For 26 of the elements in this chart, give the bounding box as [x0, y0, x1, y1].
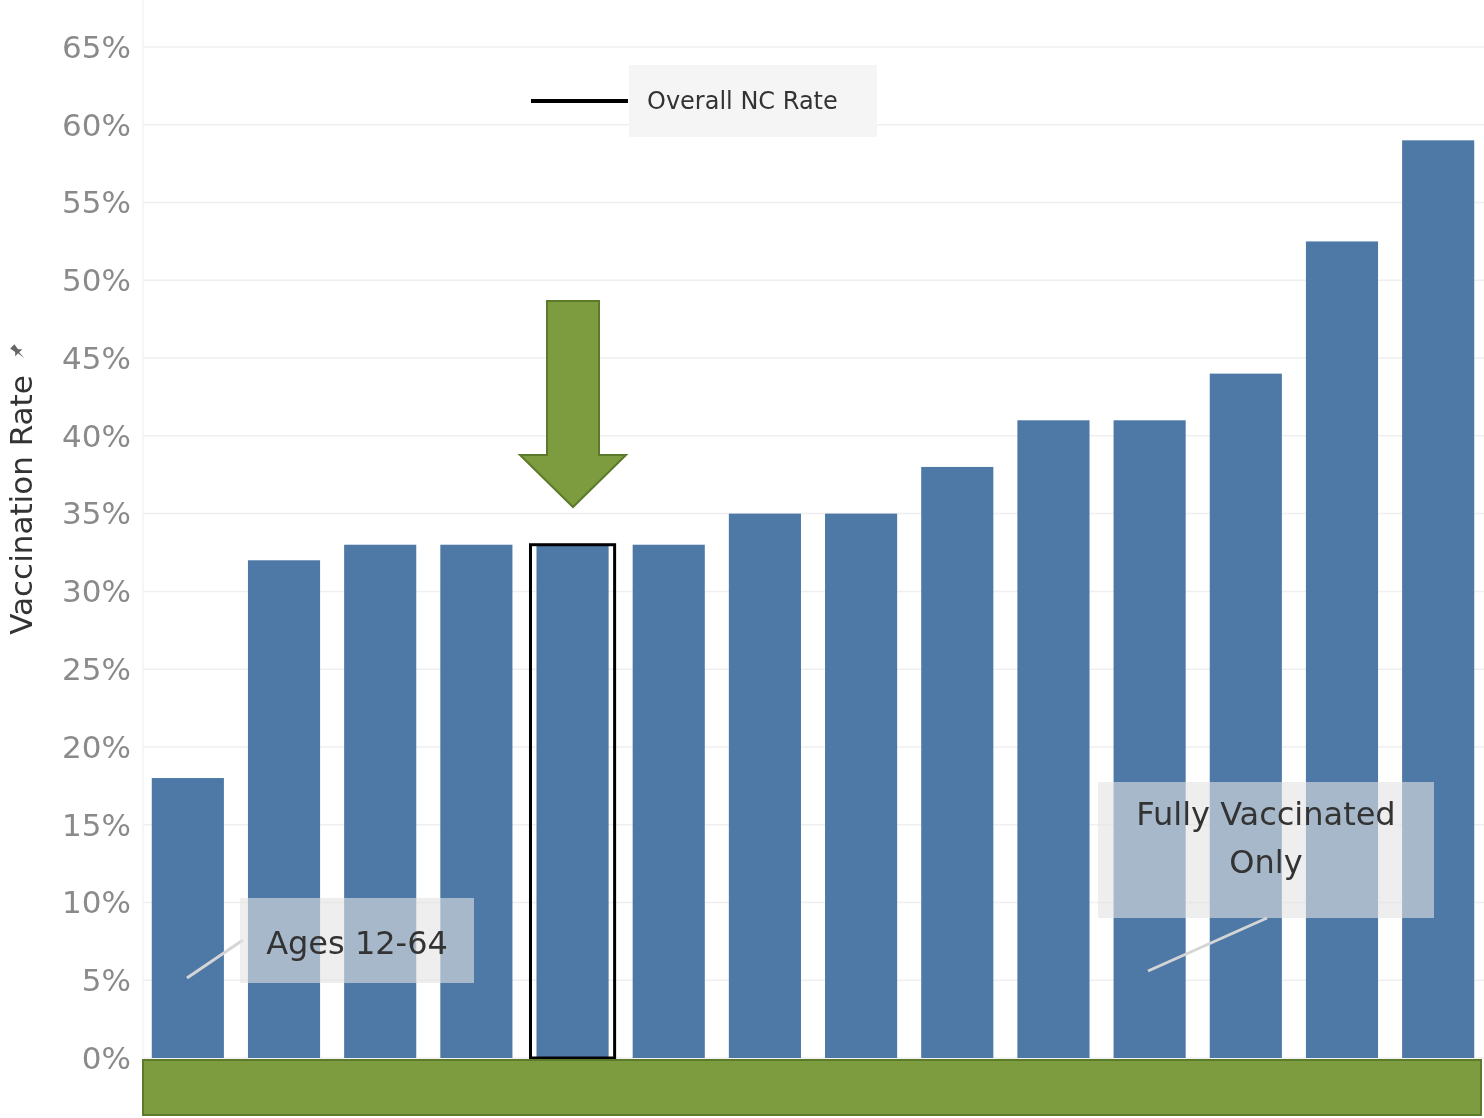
- y-tick-label: 35%: [62, 495, 131, 532]
- y-tick-label: 25%: [62, 651, 131, 687]
- y-tick-label: 5%: [81, 962, 131, 999]
- y-axis-title: Vaccination Rate: [3, 375, 39, 635]
- y-tick-label: 60%: [62, 106, 131, 143]
- annotation: Fully Vaccinated Only: [1135, 794, 1397, 883]
- legend-label: Overall NC Rate: [647, 87, 838, 116]
- bar: [528, 543, 617, 1060]
- bar: [825, 513, 898, 1058]
- bar: [728, 513, 801, 1058]
- y-tick-label: 65%: [62, 28, 131, 65]
- bar: [151, 778, 224, 1058]
- y-tick-label: 0%: [81, 1039, 131, 1076]
- annotation: Ages 12-64: [266, 924, 448, 963]
- y-tick-label: 50%: [62, 262, 131, 299]
- bar: [1402, 140, 1475, 1058]
- bar: [921, 466, 994, 1058]
- bar: [1017, 420, 1090, 1058]
- y-tick-label: 15%: [62, 806, 131, 843]
- y-tick-label: 30%: [62, 573, 131, 610]
- y-tick-label: 40%: [62, 417, 131, 454]
- y-tick-label: 20%: [62, 728, 131, 765]
- y-tick-label: 45%: [62, 339, 131, 376]
- y-tick-label: 55%: [62, 184, 131, 221]
- bar: [632, 544, 705, 1058]
- y-tick-label: 10%: [62, 884, 131, 921]
